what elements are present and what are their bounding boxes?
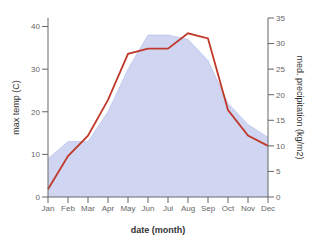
svg-text:Jun: Jun xyxy=(142,204,155,213)
svg-text:date (month): date (month) xyxy=(131,225,186,235)
svg-text:Jan: Jan xyxy=(42,204,55,213)
svg-text:May: May xyxy=(120,204,135,213)
svg-text:Aug: Aug xyxy=(181,204,195,213)
svg-text:25: 25 xyxy=(276,65,285,74)
svg-text:Mar: Mar xyxy=(81,204,95,213)
svg-text:Apr: Apr xyxy=(102,204,115,213)
svg-text:0: 0 xyxy=(276,193,281,202)
svg-text:20: 20 xyxy=(276,91,285,100)
svg-text:30: 30 xyxy=(276,39,285,48)
svg-text:10: 10 xyxy=(276,142,285,151)
svg-text:0: 0 xyxy=(36,193,41,202)
svg-text:20: 20 xyxy=(31,108,40,117)
svg-text:Feb: Feb xyxy=(61,204,75,213)
svg-text:med. precipitation (kg/m2): med. precipitation (kg/m2) xyxy=(295,55,305,159)
svg-text:40: 40 xyxy=(31,22,40,31)
svg-text:10: 10 xyxy=(31,150,40,159)
svg-text:5: 5 xyxy=(276,167,281,176)
svg-text:Sep: Sep xyxy=(201,204,216,213)
svg-text:Nov: Nov xyxy=(241,204,255,213)
svg-text:30: 30 xyxy=(31,65,40,74)
svg-text:35: 35 xyxy=(276,14,285,23)
svg-text:max temp (C): max temp (C) xyxy=(11,80,21,135)
svg-text:Dec: Dec xyxy=(261,204,275,213)
svg-text:15: 15 xyxy=(276,116,285,125)
svg-text:Oct: Oct xyxy=(222,204,235,213)
svg-text:Jul: Jul xyxy=(163,204,173,213)
